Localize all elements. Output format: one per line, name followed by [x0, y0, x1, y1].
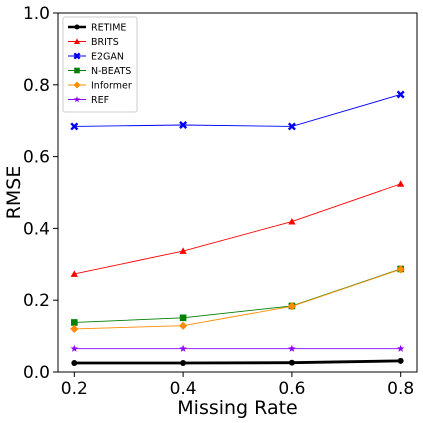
legend-marker-e2gan — [73, 52, 81, 60]
y-axis-label: RMSE — [3, 166, 25, 220]
y-tick-label: 0.8 — [23, 76, 50, 96]
legend-marker-informer — [73, 81, 81, 89]
x-tick-label: 0.6 — [278, 379, 305, 399]
data-point-brits — [179, 247, 187, 254]
axis-ticks: 0.2 0.4 0.6 0.8 0.0 0.2 0.4 0.6 0.8 1.0 — [23, 4, 414, 399]
x-axis-label: Missing Rate — [177, 397, 297, 419]
data-point-ref — [396, 344, 405, 352]
data-point-retime — [288, 359, 295, 366]
y-tick-label: 0.2 — [23, 291, 50, 311]
legend-marker-brits — [73, 38, 81, 44]
legend-label-n-beats: N-BEATS — [91, 66, 131, 77]
data-point-e2gan — [396, 90, 405, 99]
x-tick-label: 0.4 — [170, 379, 197, 399]
series-markers — [70, 90, 405, 366]
data-point-brits — [288, 217, 296, 225]
data-point-e2gan — [70, 122, 79, 131]
legend-label-ref: REF — [91, 95, 109, 106]
y-tick-label: 0.4 — [23, 219, 50, 239]
x-tick-label: 0.8 — [387, 379, 414, 399]
legend: RETIME BRITS E2GAN N-BEATS Informer REF — [62, 16, 138, 113]
x-tick-label: 0.2 — [61, 379, 88, 399]
series-line-retime — [74, 359, 401, 365]
series-line-informer — [74, 268, 401, 330]
data-point-informer — [70, 324, 79, 334]
legend-label-retime: RETIME — [91, 23, 126, 34]
y-tick-label: 0.0 — [23, 363, 50, 383]
data-point-retime — [180, 360, 187, 366]
data-point-brits — [397, 180, 405, 187]
legend-box — [62, 16, 138, 113]
data-point-ref — [70, 344, 79, 352]
data-point-informer — [287, 302, 297, 311]
data-point-brits — [70, 270, 78, 277]
data-point-informer — [178, 321, 188, 330]
data-point-ref — [179, 344, 187, 352]
y-tick-label: 0.6 — [23, 148, 50, 168]
legend-label-e2gan: E2GAN — [91, 52, 124, 63]
legend-marker-retime — [74, 24, 80, 30]
series-line-e2gan — [74, 94, 401, 127]
legend-marker-ref — [73, 96, 81, 103]
data-point-n-beats — [71, 319, 78, 326]
data-point-retime — [397, 357, 404, 364]
data-point-ref — [288, 344, 296, 352]
legend-label-brits: BRITS — [91, 37, 119, 48]
data-point-retime — [71, 360, 78, 366]
y-tick-label: 1.0 — [23, 4, 50, 24]
series-line-brits — [74, 183, 401, 275]
legend-marker-n-beats — [74, 67, 80, 74]
data-point-n-beats — [179, 314, 187, 322]
data-point-informer — [396, 265, 405, 274]
data-point-e2gan — [287, 122, 296, 131]
data-point-e2gan — [179, 121, 188, 129]
series-lines — [74, 94, 401, 365]
legend-label-informer: Informer — [91, 81, 132, 92]
